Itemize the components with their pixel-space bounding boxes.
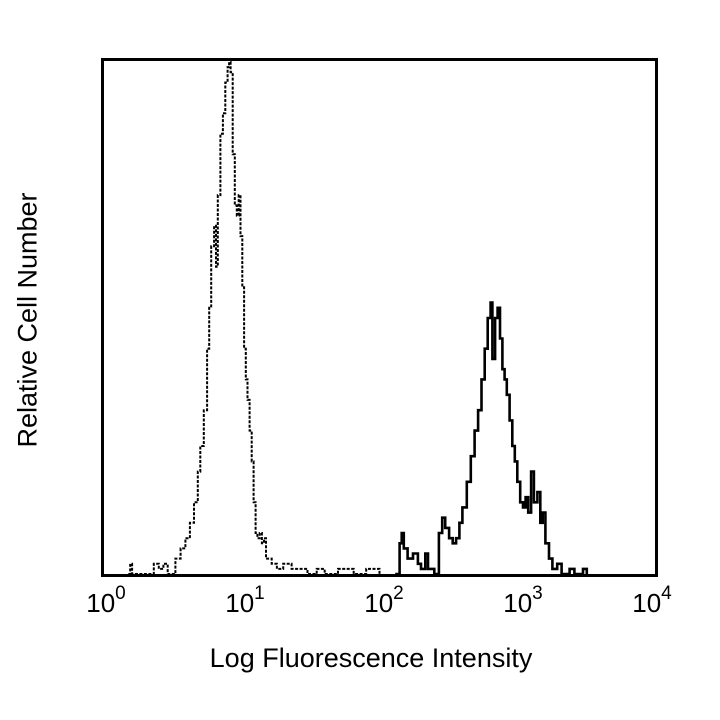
x-tick-10e2: 102 — [364, 583, 404, 618]
specific-antibody-histogram — [395, 301, 589, 576]
x-tick-10e0: 100 — [86, 583, 126, 618]
plot-frame — [101, 58, 658, 577]
x-axis-label: Log Fluorescence Intensity — [209, 643, 533, 673]
y-axis-label: Relative Cell Number — [12, 192, 43, 448]
x-tick-10e4: 104 — [632, 583, 672, 618]
isotype-control-histogram — [128, 61, 381, 575]
x-tick-10e1: 101 — [225, 583, 265, 618]
series-layer — [128, 61, 589, 576]
x-tick-10e3: 103 — [503, 583, 543, 618]
